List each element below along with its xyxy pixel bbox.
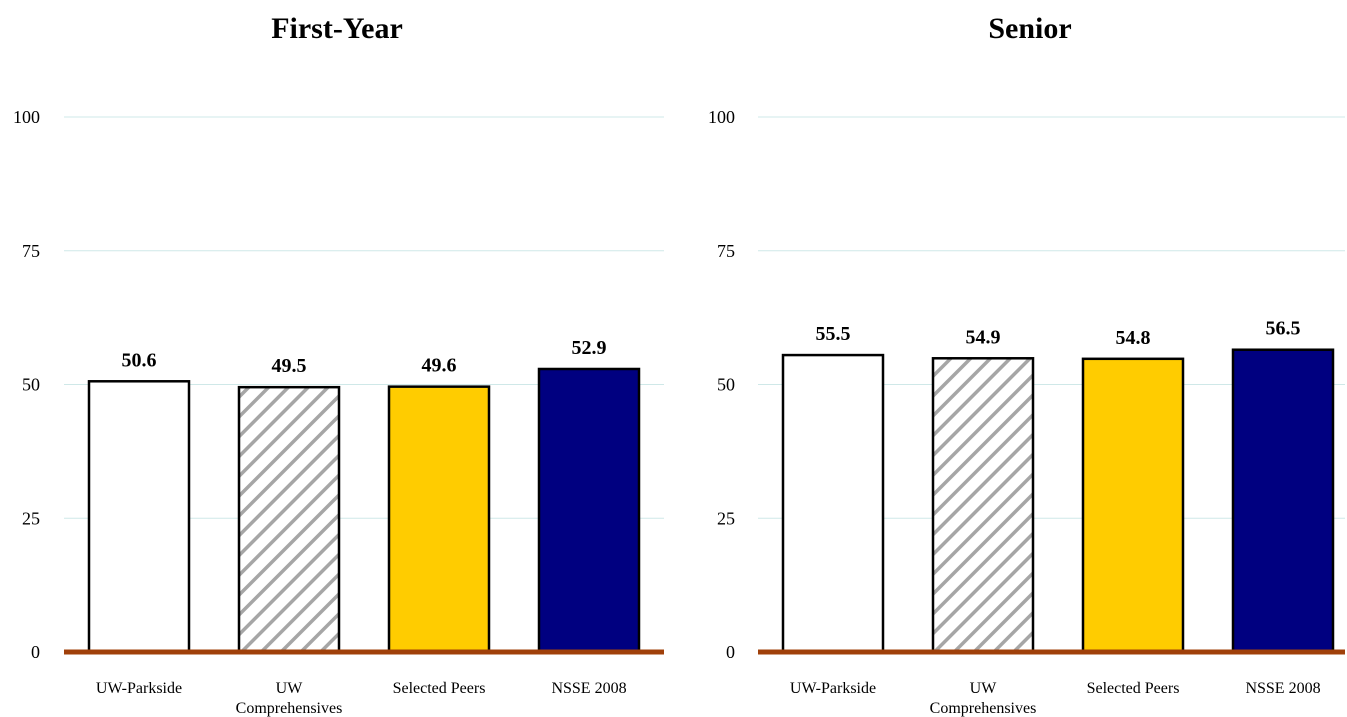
bar-4 — [1231, 348, 1335, 654]
y-tick-label: 50 — [717, 375, 735, 395]
bar-3 — [387, 385, 491, 654]
bar-3 — [1081, 357, 1185, 654]
y-tick-label: 0 — [726, 642, 735, 662]
chart-title: Senior — [988, 12, 1071, 45]
x-tick-label: UW-Parkside — [96, 680, 182, 697]
y-tick-label: 25 — [22, 508, 40, 528]
x-tick-label: UW — [276, 680, 304, 697]
senior-chart-panel: Senior 0 25 50 75 100 55.5 54.9 54.8 56.5 UW-Parks… — [708, 12, 1345, 717]
x-tick-label: NSSE 2008 — [1245, 680, 1320, 697]
bar-4 — [537, 367, 641, 654]
bar-2 — [237, 385, 341, 654]
y-tick-label: 75 — [22, 241, 40, 261]
first-year-chart-panel: First-Year 0 25 50 75 100 50.6 49.5 49.6 52.9 UW-P… — [13, 12, 664, 717]
x-tick-label: Selected Peers — [393, 680, 486, 697]
y-tick-label: 100 — [708, 107, 735, 127]
bar-1 — [87, 380, 191, 654]
data-label: 49.6 — [422, 355, 457, 377]
x-tick-label: Comprehensives — [930, 700, 1037, 717]
data-label: 49.5 — [272, 355, 307, 377]
y-tick-label: 100 — [13, 107, 40, 127]
y-tick-label: 0 — [31, 642, 40, 662]
data-label: 50.6 — [122, 349, 157, 371]
x-tick-label: Selected Peers — [1087, 680, 1180, 697]
chart-title: First-Year — [271, 12, 403, 45]
data-label: 55.5 — [816, 323, 851, 345]
data-label: 54.8 — [1116, 327, 1151, 349]
x-tick-label: NSSE 2008 — [551, 680, 626, 697]
y-tick-label: 75 — [717, 241, 735, 261]
x-tick-label: UW — [970, 680, 998, 697]
bar-2 — [931, 357, 1035, 654]
data-label: 52.9 — [572, 337, 607, 359]
y-tick-label: 50 — [22, 375, 40, 395]
x-tick-label: UW-Parkside — [790, 680, 876, 697]
data-label: 54.9 — [966, 326, 1001, 348]
data-label: 56.5 — [1266, 318, 1301, 340]
bar-1 — [781, 353, 885, 654]
x-tick-label: Comprehensives — [236, 700, 343, 717]
y-tick-label: 25 — [717, 508, 735, 528]
